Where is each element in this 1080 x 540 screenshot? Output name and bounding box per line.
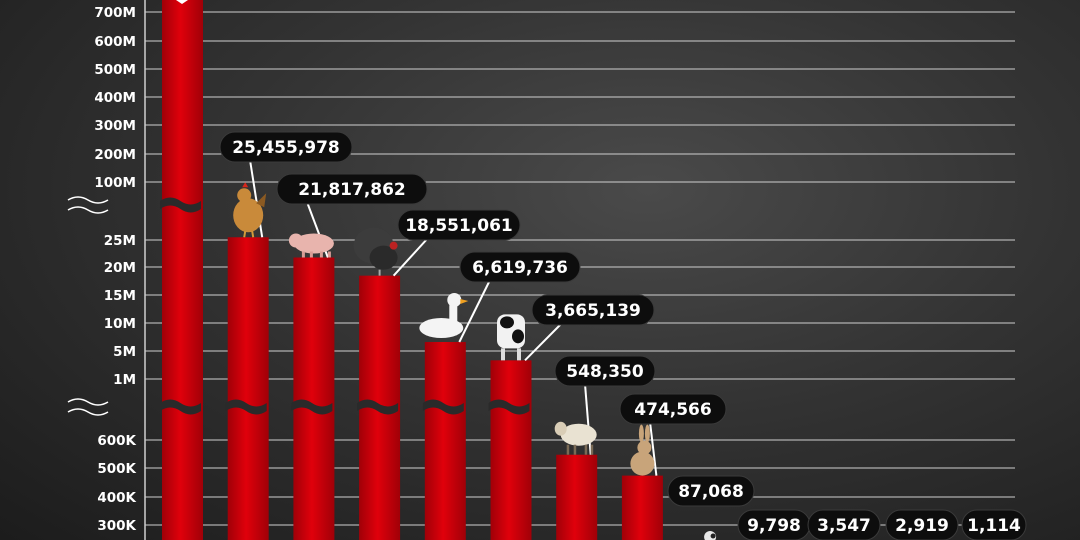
value-label-pill: [961, 509, 1027, 540]
label-leader-line: [458, 279, 491, 343]
y-tick-label: 700M: [94, 5, 136, 21]
y-tick-label: 25M: [104, 233, 136, 249]
value-label: 9,798: [747, 516, 801, 536]
value-label-pill: [807, 509, 881, 540]
sheep-icon: [554, 421, 597, 455]
bar-axis-break: [488, 399, 530, 415]
turkey-icon: [353, 227, 398, 276]
y-tick-label: 15M: [104, 288, 136, 304]
y-tick-label: 10M: [104, 316, 136, 332]
bar-cow: [490, 360, 532, 540]
cow-icon: [497, 314, 525, 361]
bar-chicken: [227, 237, 269, 540]
axis-break-mark: [67, 206, 109, 214]
value-label: 25,455,978: [232, 138, 340, 158]
value-label: 21,817,862: [298, 180, 406, 200]
y-tick-label: 600K: [97, 433, 136, 449]
y-tick-label: 20M: [104, 260, 136, 276]
value-label-pill: [219, 131, 353, 163]
y-tick-label: 400K: [97, 490, 136, 506]
value-label: 87,068: [678, 482, 744, 502]
y-tick-label: 600M: [94, 34, 136, 50]
value-label-pill: [276, 173, 428, 205]
bar-pig: [293, 257, 335, 540]
y-tick-label: 1M: [113, 372, 136, 388]
y-tick-label: 100M: [94, 175, 136, 191]
value-label-pill: [885, 509, 959, 540]
axis-break-mark: [67, 408, 109, 416]
axis-break-mark: [67, 196, 109, 204]
y-tick-label: 500K: [97, 461, 136, 477]
value-label: 3,665,139: [545, 301, 641, 321]
y-tick-label: 300M: [94, 118, 136, 134]
value-label: 2,919: [895, 516, 949, 536]
value-label-pill: [531, 294, 655, 326]
value-label: 1,114: [967, 516, 1021, 536]
off-scale-marker: [176, 0, 188, 4]
bar-rabbit: [621, 475, 663, 540]
label-leader-line: [392, 237, 429, 277]
bar-duck: [424, 341, 466, 540]
bar-axis-break: [160, 197, 201, 213]
label-leader-line: [649, 421, 658, 476]
axis-break-mark: [67, 398, 109, 406]
bar-axis-break: [225, 399, 267, 415]
label-leader-line: [524, 322, 563, 362]
chicken-icon: [233, 182, 267, 238]
y-tick-label: 300K: [97, 518, 136, 534]
cat-icon: [704, 531, 717, 540]
value-label-pill: [619, 393, 727, 425]
duck-icon: [419, 292, 469, 338]
bar-axis-break: [422, 399, 464, 415]
value-label-pill: [397, 209, 521, 241]
value-label-pill: [667, 475, 755, 507]
bar: [162, 0, 203, 540]
bar-axis-break: [160, 399, 201, 415]
rabbit-icon: [630, 424, 655, 476]
value-label: 3,547: [817, 516, 871, 536]
bar-axis-break: [291, 399, 333, 415]
bar-sheep: [556, 454, 598, 540]
bar-axis-break: [357, 399, 399, 415]
value-label-pill: [554, 355, 656, 387]
value-label: 474,566: [634, 400, 711, 420]
y-tick-label: 500M: [94, 62, 136, 78]
y-tick-label: 5M: [113, 344, 136, 360]
y-tick-label: 200M: [94, 147, 136, 163]
value-label: 6,619,736: [472, 258, 568, 278]
value-label: 548,350: [566, 362, 644, 382]
pig-icon: [288, 233, 334, 258]
y-tick-label: 400M: [94, 90, 136, 106]
value-label-pill: [459, 251, 581, 283]
value-label: 18,551,061: [405, 216, 513, 236]
